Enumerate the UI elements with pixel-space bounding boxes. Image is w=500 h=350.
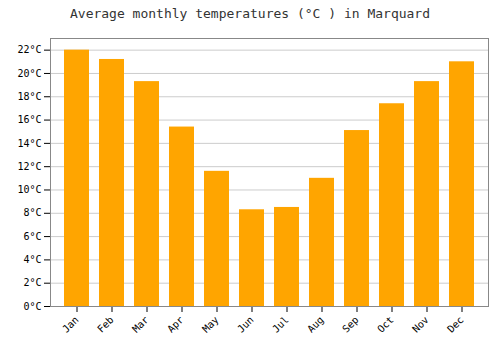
svg-text:Feb: Feb [95,314,116,335]
svg-text:0°C: 0°C [23,301,41,312]
svg-text:Jul: Jul [270,314,291,335]
svg-text:Sep: Sep [340,314,361,335]
svg-text:22°C: 22°C [17,44,41,55]
svg-text:14°C: 14°C [17,138,41,149]
svg-text:16°C: 16°C [17,114,41,125]
svg-text:2°C: 2°C [23,277,41,288]
svg-text:20°C: 20°C [17,68,41,79]
svg-text:Jun: Jun [235,314,256,335]
svg-text:Dec: Dec [445,314,466,335]
svg-text:May: May [200,314,221,335]
html-text:Average monthly temperatures (: Average monthly temperatures (°C ) in Ma… [70,6,430,21]
svg-text:Nov: Nov [410,314,431,335]
svg-text:8°C: 8°C [23,207,41,218]
svg-text:4°C: 4°C [23,254,41,265]
svg-text:Apr: Apr [165,314,186,335]
svg-text:Mar: Mar [130,314,151,335]
svg-text:Oct: Oct [375,314,396,335]
svg-text:12°C: 12°C [17,161,41,172]
svg-text:Jan: Jan [60,314,81,335]
svg-text:10°C: 10°C [17,184,41,195]
svg-text:6°C: 6°C [23,231,41,242]
svg-text:18°C: 18°C [17,91,41,102]
svg-text:Aug: Aug [305,314,326,335]
